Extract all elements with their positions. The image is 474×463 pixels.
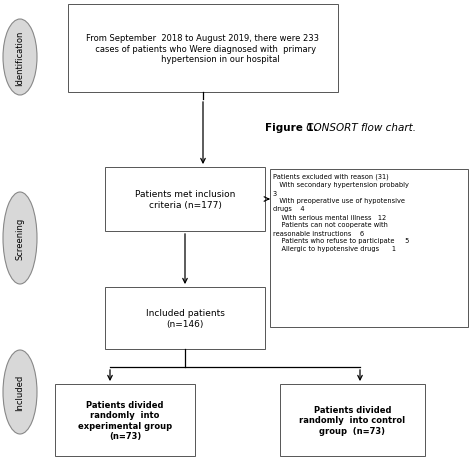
Ellipse shape bbox=[3, 20, 37, 96]
Text: Patients divided
randomly  into control
group  (n=73): Patients divided randomly into control g… bbox=[300, 405, 406, 435]
Bar bbox=[105, 168, 265, 232]
Text: Patients divided
randomly  into
experimental group
(n=73): Patients divided randomly into experimen… bbox=[78, 400, 172, 440]
Text: Included: Included bbox=[16, 374, 25, 410]
Text: Figure 1.: Figure 1. bbox=[265, 123, 318, 133]
Bar bbox=[55, 384, 195, 456]
Text: CONSORT flow chart.: CONSORT flow chart. bbox=[303, 123, 416, 133]
Text: Patients met inclusion
criteria (n=177): Patients met inclusion criteria (n=177) bbox=[135, 190, 235, 209]
Text: Screening: Screening bbox=[16, 218, 25, 260]
Text: From September  2018 to August 2019, there were 233
  cases of patients who Were: From September 2018 to August 2019, ther… bbox=[86, 34, 319, 64]
Text: Included patients
(n=146): Included patients (n=146) bbox=[146, 309, 224, 328]
Bar bbox=[68, 5, 338, 93]
Text: Identification: Identification bbox=[16, 30, 25, 86]
Ellipse shape bbox=[3, 193, 37, 284]
Bar bbox=[270, 169, 468, 327]
Text: Patients excluded with reason (31)
   With secondary hypertension probably
3
   : Patients excluded with reason (31) With … bbox=[273, 174, 410, 252]
Bar bbox=[280, 384, 425, 456]
Bar bbox=[105, 288, 265, 349]
Ellipse shape bbox=[3, 350, 37, 434]
